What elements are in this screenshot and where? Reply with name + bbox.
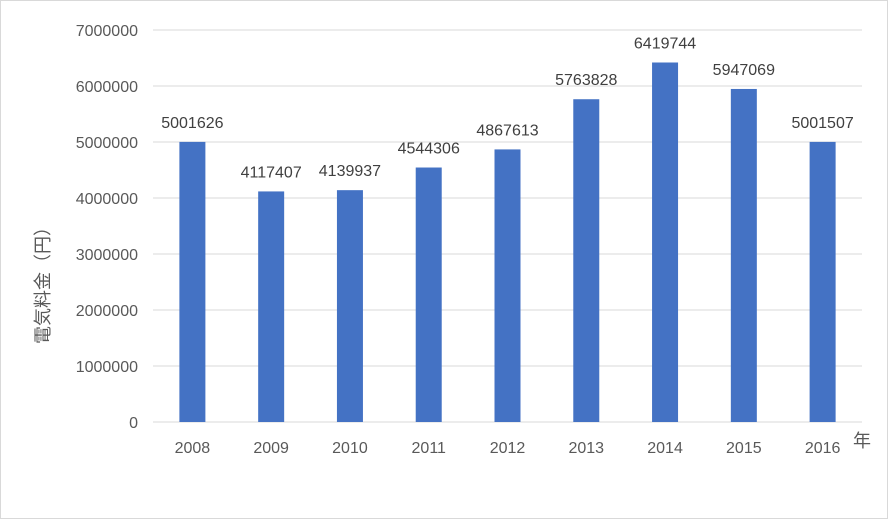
- x-tick-labels: 2008 2009 2010 2011 2012 2013 2014 2015 2016: [175, 440, 841, 457]
- x-tick-label: 2012: [490, 440, 526, 457]
- y-tick-label: 5000000: [76, 135, 138, 152]
- data-label: 5763828: [555, 72, 617, 89]
- y-tick-label: 6000000: [76, 79, 138, 96]
- x-tick-label: 2010: [332, 440, 368, 457]
- y-tick-labels: 0 1000000 2000000 3000000 4000000 5000000 6000…: [76, 23, 138, 432]
- x-tick-label: 2013: [568, 440, 604, 457]
- bar: [258, 191, 285, 422]
- x-tick-label: 2016: [805, 440, 841, 457]
- x-tick-label: 2014: [647, 440, 683, 457]
- y-tick-label: 7000000: [76, 23, 138, 40]
- data-label: 4139937: [319, 163, 381, 180]
- bar: [652, 62, 679, 423]
- x-axis-title: 年: [853, 431, 871, 451]
- data-label: 5001626: [161, 115, 223, 132]
- data-labels: 5001626 4117407 4139937 4544306 4867613 57638…: [161, 35, 854, 181]
- y-tick-label: 3000000: [76, 247, 138, 264]
- data-label: 4117407: [241, 164, 302, 181]
- y-tick-label: 2000000: [76, 303, 138, 320]
- y-axis-title: 電気料金（円）: [33, 218, 53, 344]
- x-tick-label: 2011: [412, 440, 447, 457]
- data-label: 5947069: [713, 62, 775, 79]
- x-tick-label: 2009: [253, 440, 289, 457]
- data-label: 6419744: [634, 35, 696, 52]
- bar: [415, 167, 442, 422]
- y-tick-label: 0: [129, 415, 138, 432]
- bars: [179, 62, 836, 423]
- bar: [336, 190, 363, 422]
- x-tick-label: 2008: [175, 440, 211, 457]
- data-label: 4544306: [398, 141, 460, 158]
- x-tick-label: 2015: [726, 440, 762, 457]
- bar: [573, 99, 600, 422]
- bar: [730, 88, 757, 422]
- bar: [809, 141, 836, 423]
- data-label: 4867613: [476, 122, 538, 139]
- y-tick-label: 4000000: [76, 191, 138, 208]
- bar: [494, 149, 521, 422]
- y-tick-label: 1000000: [76, 359, 138, 376]
- bar: [179, 141, 206, 423]
- data-label: 5001507: [791, 115, 853, 132]
